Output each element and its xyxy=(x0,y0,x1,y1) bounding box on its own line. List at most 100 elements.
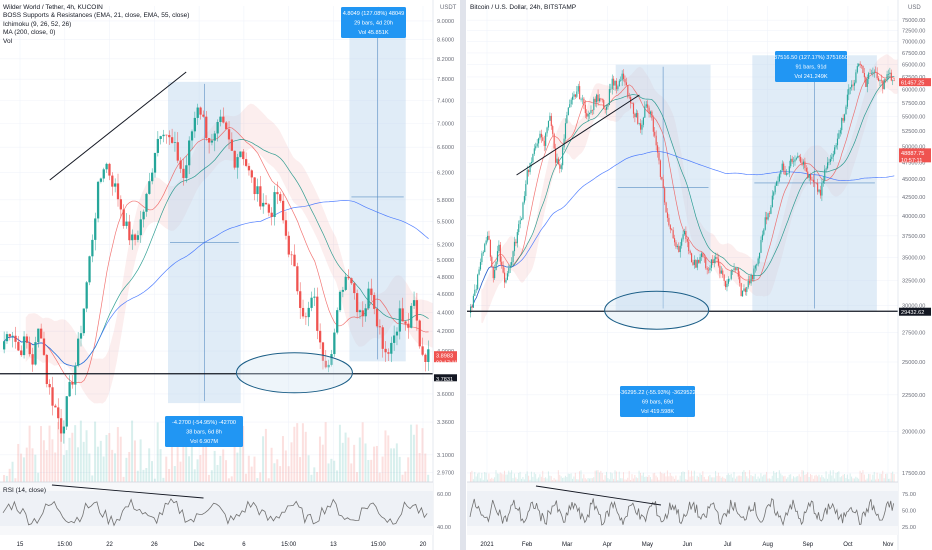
left-volume-bar xyxy=(94,421,97,484)
left-volume-bar xyxy=(91,475,94,484)
left-candle xyxy=(168,135,171,138)
right-rsi-trend-line xyxy=(535,485,662,506)
right-title[interactable]: Bitcoin / U.S. Dollar, 24h, BITSTAMP xyxy=(470,4,577,11)
right-volume-bar xyxy=(696,475,698,484)
right-candle xyxy=(586,113,588,117)
right-candle xyxy=(655,135,657,146)
right-volume-bar xyxy=(729,474,731,484)
right-candle xyxy=(879,79,881,81)
left-volume-bar xyxy=(256,478,259,484)
right-volume-bar xyxy=(859,470,861,484)
right-candle xyxy=(737,268,739,277)
right-candle xyxy=(720,270,722,274)
right-volume-bar xyxy=(829,470,831,484)
right-volume-bar xyxy=(607,478,609,484)
right-volume-bar xyxy=(631,474,633,484)
right-candle xyxy=(543,140,545,146)
right-support-tag: 29432.62 xyxy=(899,307,931,316)
right-volume-bar xyxy=(699,473,701,484)
right-candle xyxy=(829,159,831,163)
right-volume-bar xyxy=(675,475,677,484)
right-volume-bar xyxy=(536,478,538,484)
right-candle xyxy=(664,188,666,203)
left-volume-bar xyxy=(247,455,250,484)
right-ema-55-line xyxy=(470,76,895,308)
right-volume-bar xyxy=(584,478,586,484)
right-bottom-ellipse xyxy=(604,290,710,330)
right-volume-bar xyxy=(726,475,728,484)
right-candle xyxy=(512,251,514,263)
right-volume-bar xyxy=(671,475,673,484)
left-indicator-ichimoku[interactable]: Ichimoku (9, 26, 52, 26) xyxy=(3,20,72,28)
right-candle xyxy=(589,113,591,114)
right-candle xyxy=(470,306,472,313)
right-volume-bar xyxy=(861,472,862,484)
left-candle xyxy=(193,117,197,132)
right-volume-bar xyxy=(757,476,759,484)
right-volume-bar xyxy=(838,471,840,484)
left-candle xyxy=(207,137,211,143)
right-candle xyxy=(893,80,895,82)
right-volume-bar xyxy=(501,473,503,484)
left-candle xyxy=(176,142,179,161)
left-candle xyxy=(358,310,362,313)
right-volume-bar xyxy=(479,478,481,484)
left-y-tick: 8.2000 xyxy=(437,57,454,63)
left-candle xyxy=(318,330,322,343)
left-candle xyxy=(242,151,245,160)
right-y-tick: 67500.00 xyxy=(902,51,925,57)
right-candle xyxy=(886,74,888,81)
right-volume-bar xyxy=(876,472,878,484)
left-volume-bar xyxy=(65,450,68,484)
right-volume-bar xyxy=(862,470,864,484)
right-info-bottom: -36295.22 (-55.93%) -3629522 69 bars, 69d… xyxy=(619,386,696,417)
right-volume-bar xyxy=(819,477,821,484)
right-volume-bar xyxy=(715,470,717,484)
right-volume-bar xyxy=(708,476,709,484)
right-volume-bar xyxy=(648,475,650,484)
right-volume-bar xyxy=(470,472,471,484)
left-indicator-ma[interactable]: MA (200, close, 0) xyxy=(3,29,56,37)
right-x-tick: Oct xyxy=(843,542,853,548)
left-volume-bar xyxy=(304,431,307,484)
right-volume-bar xyxy=(783,476,785,484)
right-volume-bar xyxy=(610,472,612,484)
right-y-tick: 55000.00 xyxy=(902,115,925,121)
left-volume-bar xyxy=(410,424,413,484)
left-volume-bar xyxy=(145,467,148,484)
right-volume-bar xyxy=(770,478,772,484)
right-candle xyxy=(556,158,558,163)
left-candle xyxy=(373,295,376,309)
right-volume-bar xyxy=(848,479,850,484)
left-volume-bar xyxy=(207,474,210,484)
left-candle xyxy=(131,234,134,241)
left-x-tick: 13 xyxy=(330,542,337,548)
right-candle xyxy=(768,213,771,214)
left-volume-bar xyxy=(344,432,347,484)
right-volume-bar xyxy=(759,478,760,484)
right-candle xyxy=(746,287,748,292)
right-candle xyxy=(613,78,615,86)
left-title[interactable]: Wilder World / Tether, 4h, KUCOIN xyxy=(3,4,103,11)
left-volume-bar xyxy=(176,435,179,484)
right-volume-bar xyxy=(512,478,514,484)
left-volume-bar xyxy=(213,450,216,484)
right-candle xyxy=(846,94,848,107)
left-indicator-boss[interactable]: BOSS Supports & Resistances (EMA, 21, cl… xyxy=(3,12,190,20)
left-indicator-vol[interactable]: Vol xyxy=(3,37,13,45)
right-candle xyxy=(832,153,834,157)
right-candle xyxy=(579,86,581,100)
right-volume-bar xyxy=(559,474,561,484)
right-volume-bar xyxy=(545,477,547,484)
right-volume-bar xyxy=(485,472,487,484)
left-volume-bar xyxy=(199,454,202,484)
left-rsi-label[interactable]: RSI (14, close) xyxy=(3,487,46,494)
right-candle xyxy=(705,257,707,268)
right-candle xyxy=(770,207,772,214)
right-volume-bar xyxy=(542,470,544,484)
right-y-tick: 42500.00 xyxy=(902,195,925,201)
left-volume-bar xyxy=(227,478,230,484)
right-y-tick: 60000.00 xyxy=(902,88,925,94)
right-candle xyxy=(717,258,720,266)
